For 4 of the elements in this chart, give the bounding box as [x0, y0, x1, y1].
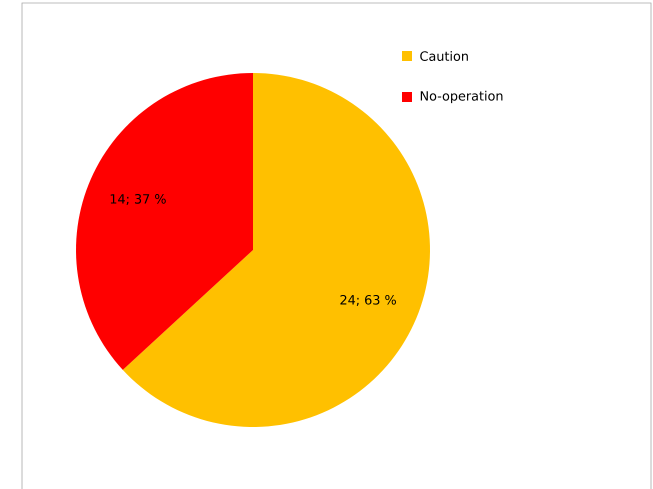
data-label: 14; 37 %	[110, 194, 166, 205]
legend-label: Caution	[420, 50, 468, 61]
legend-label: No-operation	[420, 90, 502, 103]
data-label: 24; 63 %	[340, 294, 396, 306]
